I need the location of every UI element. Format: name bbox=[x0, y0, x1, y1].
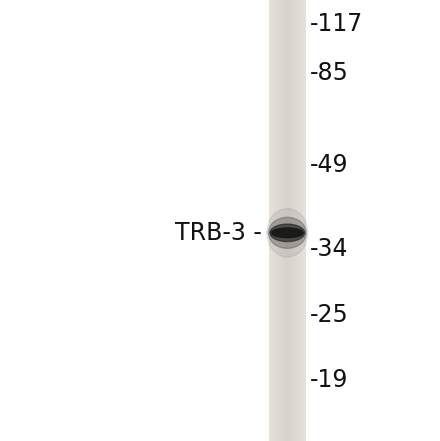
Text: -25: -25 bbox=[310, 303, 349, 327]
Text: -117: -117 bbox=[310, 12, 363, 36]
Ellipse shape bbox=[270, 224, 305, 242]
Ellipse shape bbox=[267, 209, 308, 257]
Ellipse shape bbox=[271, 228, 303, 238]
Text: -19: -19 bbox=[310, 368, 348, 392]
Text: TRB-3 -: TRB-3 - bbox=[175, 221, 262, 245]
Text: -49: -49 bbox=[310, 153, 348, 177]
Text: -34: -34 bbox=[310, 237, 348, 261]
Bar bbox=[269, 0, 306, 441]
Text: -85: -85 bbox=[310, 61, 349, 85]
Ellipse shape bbox=[268, 217, 306, 248]
